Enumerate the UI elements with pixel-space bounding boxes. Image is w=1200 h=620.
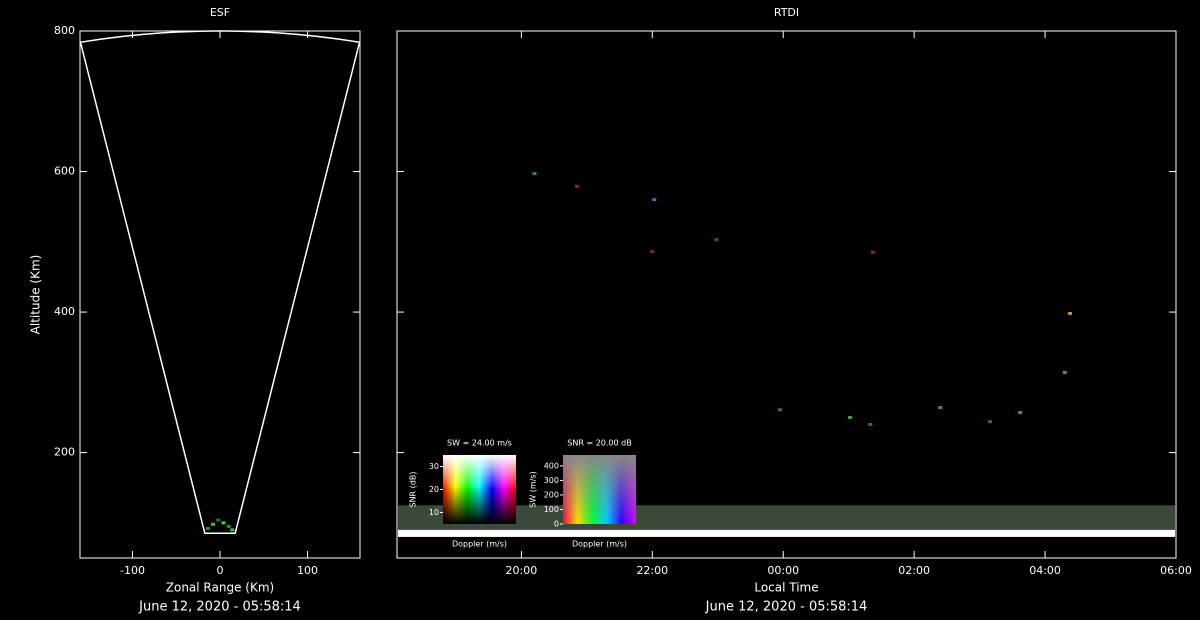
footer-date: June 12, 2020 - 05:58:14: [138, 600, 301, 615]
color-key: SNR = 20.00 dB Doppler (m/s) SW (m/s) 0 100 2…: [529, 439, 636, 549]
x-tick-label: 02:00: [898, 564, 930, 577]
x-tick-label: -100: [120, 564, 145, 577]
echo-point: [868, 422, 873, 426]
color-key-ylabel: SNR (dB): [409, 472, 418, 508]
x-tick-label: 04:00: [1029, 564, 1061, 577]
echo-layer: [398, 505, 1175, 530]
echo-point: [870, 250, 875, 254]
echo-point: [777, 408, 782, 412]
panel: RTDI Local Time June 12, 2020 - 05:58:14 20…: [396, 6, 1192, 615]
x-tick-label: 22:00: [636, 564, 668, 577]
color-key-xlabel: Doppler (m/s): [572, 540, 627, 549]
color-key-shade: [563, 455, 636, 524]
echo-point: [205, 526, 210, 530]
color-key-tick-label: 20: [429, 485, 439, 494]
color-key-tick-label: 30: [429, 462, 439, 471]
color-key-tick-label: 200: [544, 490, 559, 499]
x-tick-label: 20:00: [506, 564, 538, 577]
plot-area: [398, 172, 1175, 537]
panel-title: RTDI: [774, 6, 799, 19]
panel-title: ESF: [210, 6, 230, 19]
color-key-tick-label: 100: [544, 505, 559, 514]
echo-point: [226, 524, 231, 528]
echo-point: [938, 406, 943, 410]
x-axis-title: Zonal Range (Km): [166, 581, 274, 595]
echo-point: [1018, 411, 1023, 415]
echo-point: [650, 250, 655, 254]
x-tick-label: 06:00: [1160, 564, 1192, 577]
y-tick-label: 600: [54, 165, 75, 178]
y-tick-label: 800: [54, 24, 75, 37]
color-key-tick-label: 300: [544, 476, 559, 485]
x-tick-label: 100: [297, 564, 318, 577]
color-key-title: SW = 24.00 m/s: [447, 439, 512, 448]
axes-frame: [79, 30, 361, 559]
footer-date: June 12, 2020 - 05:58:14: [705, 600, 868, 615]
echo-point: [230, 528, 235, 532]
echo-point: [714, 238, 719, 242]
echo-point: [575, 184, 580, 188]
color-key-ylabel: SW (m/s): [529, 471, 538, 507]
echo-layer: [398, 529, 1175, 537]
echo-point: [211, 522, 215, 526]
color-key-tick-label: 400: [544, 461, 559, 470]
echo-point: [1062, 370, 1067, 374]
color-key-tick-label: 0: [554, 520, 559, 529]
y-tick-label: 200: [54, 446, 75, 459]
x-axis-title: Local Time: [754, 581, 818, 595]
echo-point: [1067, 311, 1072, 315]
y-axis-title: Altitude (Km): [29, 255, 43, 335]
color-key-xlabel: Doppler (m/s): [452, 540, 507, 549]
plot-area: [79, 30, 361, 534]
echo-point: [532, 172, 537, 176]
echo-point: [221, 521, 226, 525]
y-tick-label: 400: [54, 305, 75, 318]
beam-sector: [79, 30, 361, 534]
color-key: SW = 24.00 m/s Doppler (m/s) SNR (dB) 10 20 3…: [409, 439, 516, 549]
color-key-title: SNR = 20.00 dB: [567, 439, 631, 448]
color-key-shade: [443, 455, 516, 524]
echo-point: [652, 198, 657, 202]
color-key-tick-label: 10: [429, 508, 439, 517]
echo-point: [988, 420, 993, 424]
axes-frame: [396, 30, 1177, 559]
echo-point: [847, 415, 852, 419]
x-tick-label: 0: [217, 564, 224, 577]
panel: ESF Zonal Range (Km) June 12, 2020 - 05:58…: [29, 6, 361, 615]
echo-point: [216, 518, 221, 522]
x-tick-label: 00:00: [767, 564, 799, 577]
